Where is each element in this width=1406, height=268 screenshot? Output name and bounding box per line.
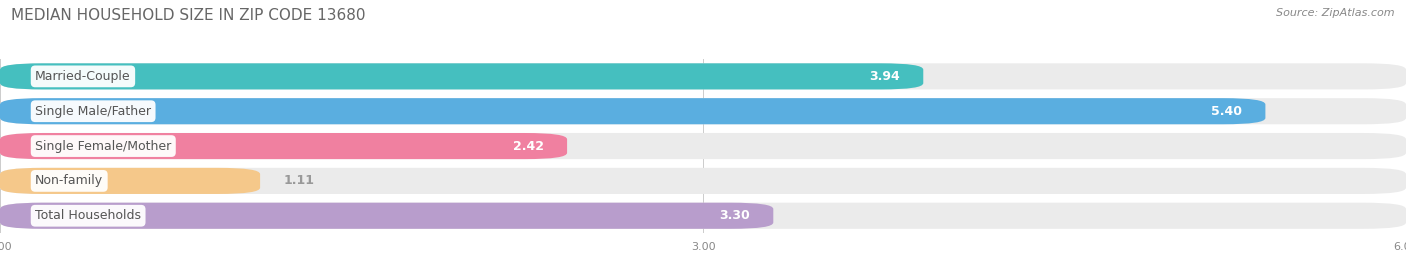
Text: 1.11: 1.11 [284, 174, 315, 187]
Text: 0.00: 0.00 [0, 242, 13, 252]
Text: Married-Couple: Married-Couple [35, 70, 131, 83]
FancyBboxPatch shape [0, 63, 1406, 90]
Text: Total Households: Total Households [35, 209, 141, 222]
FancyBboxPatch shape [0, 168, 1406, 194]
Text: Source: ZipAtlas.com: Source: ZipAtlas.com [1277, 8, 1395, 18]
Text: MEDIAN HOUSEHOLD SIZE IN ZIP CODE 13680: MEDIAN HOUSEHOLD SIZE IN ZIP CODE 13680 [11, 8, 366, 23]
Text: Single Female/Mother: Single Female/Mother [35, 140, 172, 152]
FancyBboxPatch shape [0, 98, 1265, 124]
Text: 3.94: 3.94 [869, 70, 900, 83]
Text: 2.42: 2.42 [513, 140, 544, 152]
FancyBboxPatch shape [0, 168, 260, 194]
FancyBboxPatch shape [0, 203, 773, 229]
FancyBboxPatch shape [0, 203, 1406, 229]
Text: 3.00: 3.00 [690, 242, 716, 252]
FancyBboxPatch shape [0, 98, 1406, 124]
Text: Single Male/Father: Single Male/Father [35, 105, 152, 118]
FancyBboxPatch shape [0, 63, 924, 90]
Text: 6.00: 6.00 [1393, 242, 1406, 252]
Text: 3.30: 3.30 [718, 209, 749, 222]
Text: 5.40: 5.40 [1211, 105, 1241, 118]
FancyBboxPatch shape [0, 133, 567, 159]
FancyBboxPatch shape [0, 133, 1406, 159]
Text: Non-family: Non-family [35, 174, 103, 187]
